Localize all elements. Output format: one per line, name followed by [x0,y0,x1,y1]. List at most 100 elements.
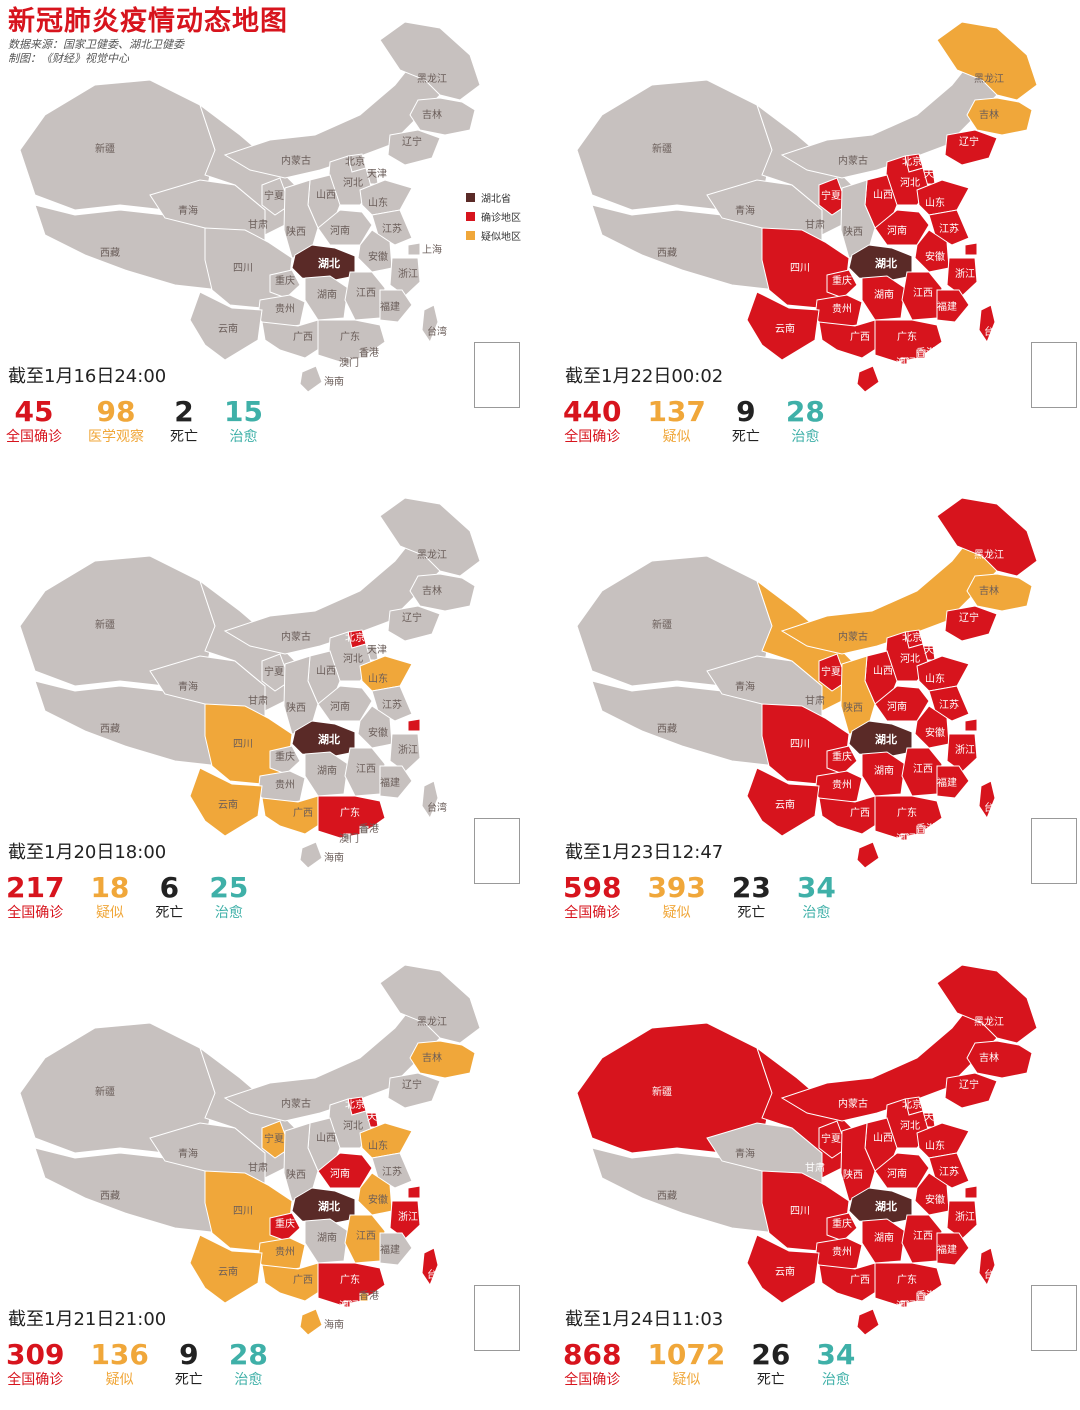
province-label: 重庆 [832,750,852,763]
legend-label: 疑似地区 [481,232,521,243]
province-label: 北京 [345,631,365,644]
province-label: 宁夏 [821,1132,841,1145]
province-台湾 [978,304,996,344]
province-宁夏 [818,1120,848,1159]
stats-row: 868 全国确诊 1072 疑似 26 死亡 34 治愈 [563,1339,881,1389]
province-label: 辽宁 [402,135,422,148]
legend-label: 确诊地区 [481,213,521,224]
province-label: 山西 [316,665,336,677]
province-label: 青海 [178,680,198,693]
province-label: 青海 [735,204,755,217]
stat-value: 598 [563,871,622,904]
stat-label: 全国确诊 [7,905,64,921]
province-湖南 [861,275,906,321]
province-label: 山东 [368,672,388,685]
province-label: 上海 [979,243,999,256]
province-澳门 [900,1300,908,1308]
stat-value: 136 [90,1338,149,1371]
stat-label: 疑似 [662,905,691,921]
stat-label: 死亡 [731,429,760,445]
province-label: 宁夏 [264,189,284,202]
stat-label: 死亡 [174,1372,203,1388]
data-source: 数据来源：国家卫健委、湖北卫健委 [8,38,184,51]
province-label: 云南 [775,322,795,335]
province-label: 香港 [359,347,379,359]
province-陕西 [840,655,876,735]
stat-value: 1072 [647,1338,726,1371]
province-label: 福建 [380,1243,400,1256]
province-label: 吉林 [422,108,442,121]
province-label: 青海 [178,1147,198,1160]
province-label: 山东 [925,1139,945,1152]
province-label: 江西 [356,1230,376,1242]
stat: 9 死亡 [175,1339,203,1389]
province-重庆 [826,1212,858,1242]
province-label: 四川 [790,739,810,750]
stat-value: 6 [159,871,180,904]
province-label: 内蒙古 [281,1097,311,1110]
stat: 868 全国确诊 [563,1339,621,1389]
province-澳门 [343,357,351,365]
province-label: 海南 [324,1318,344,1331]
province-label: 天津 [367,644,387,656]
province-label: 广东 [340,806,360,819]
province-label: 山东 [368,196,388,209]
province-广西 [818,319,883,359]
province-label: 云南 [218,322,238,335]
province-label: 宁夏 [821,189,841,202]
stat-label: 治愈 [234,1372,263,1388]
stat-label: 全国确诊 [7,1372,64,1388]
province-label: 天津 [924,1111,944,1123]
stat-value: 393 [647,871,706,904]
province-重庆 [826,745,858,775]
stat: 2 死亡 [170,396,198,446]
timestamp: 截至1月21日21:00 [8,1309,167,1330]
province-label: 上海 [979,1186,999,1199]
province-label: 广东 [340,1273,360,1286]
province-湖南 [304,275,349,321]
province-label: 吉林 [422,1051,442,1064]
province-云南 [189,767,263,837]
province-label: 江西 [913,287,933,299]
map-panel: 新疆 西藏 青海 甘肃 宁夏 内蒙古 黑龙江 吉林 辽宁 北京 天津 河北 山西 陕西 山东 河南 江苏 上海 安徽… [0,476,540,943]
province-label: 云南 [775,1265,795,1278]
province-label: 北京 [902,631,922,644]
stat-label: 全国确诊 [564,905,621,921]
province-浙江 [946,257,978,297]
province-label: 天津 [924,644,944,656]
province-label: 辽宁 [959,611,979,624]
timestamp: 截至1月16日24:00 [8,366,167,387]
province-label: 北京 [345,155,365,168]
stat: 28 治愈 [786,396,825,446]
stat-value: 137 [647,395,706,428]
province-label: 河北 [900,653,920,665]
stat: 34 治愈 [816,1339,855,1389]
province-label: 甘肃 [805,694,825,707]
stats-row: 440 全国确诊 137 疑似 9 死亡 28 治愈 [563,396,851,446]
province-湖南 [861,751,906,797]
stat: 25 治愈 [209,872,248,922]
province-label: 重庆 [832,1217,852,1230]
province-label: 甘肃 [805,1161,825,1174]
province-label: 贵州 [832,302,852,315]
stat-label: 医学观察 [88,429,144,445]
stat: 23 死亡 [732,872,771,922]
province-福建 [936,289,970,323]
province-海南 [856,841,880,869]
province-label: 广东 [897,1273,917,1286]
province-label: 江苏 [939,222,959,235]
province-label: 江苏 [939,698,959,711]
province-label: 山东 [925,196,945,209]
province-label: 甘肃 [805,218,825,231]
province-吉林 [966,1040,1033,1079]
province-label: 安徽 [925,726,945,739]
province-label: 新疆 [652,1085,672,1098]
province-label: 香港 [916,347,936,359]
province-广西 [818,1262,883,1302]
province-河南 [874,209,930,246]
province-label: 河北 [900,177,920,189]
province-label: 广西 [850,807,870,819]
province-label: 安徽 [925,250,945,263]
stat-label: 治愈 [791,429,820,445]
province-label: 江苏 [382,698,402,711]
